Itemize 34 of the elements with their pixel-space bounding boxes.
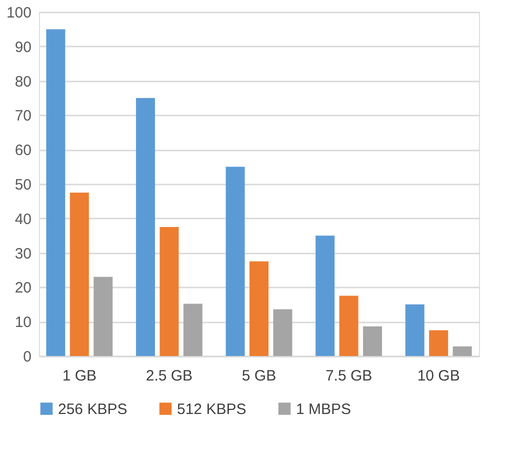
y-tick-label: 70 [14, 108, 32, 125]
bar [226, 166, 245, 356]
legend-label: 1 MBPS [296, 400, 352, 418]
bar [46, 29, 66, 356]
bar [250, 261, 268, 356]
bar [183, 304, 202, 356]
bar [363, 326, 382, 356]
y-tick-label: 90 [14, 38, 32, 56]
y-tick-label: 100 [6, 4, 32, 22]
y-tick-label: 10 [14, 314, 32, 332]
bar [160, 227, 179, 356]
bar [316, 236, 335, 356]
y-tick-label: 60 [14, 142, 32, 160]
x-tick-label: 10 GB [417, 368, 460, 384]
x-tick-label: 5 GB [242, 368, 276, 384]
y-tick-label: 80 [14, 73, 32, 90]
bar [452, 346, 472, 356]
legend-label: 256 KBPS [58, 400, 128, 418]
bar [94, 276, 113, 356]
bar [70, 192, 89, 356]
bar [273, 309, 292, 356]
bar [405, 304, 424, 356]
x-tick-label: 2.5 GB [146, 368, 193, 384]
y-tick-label: 50 [14, 176, 32, 194]
y-tick-label: 40 [14, 210, 32, 228]
x-tick-label: 7.5 GB [325, 368, 372, 384]
y-tick-label: 30 [14, 245, 32, 262]
bar [339, 296, 358, 356]
bar [136, 98, 155, 356]
x-tick-label: 1 GB [62, 368, 96, 384]
bar [429, 330, 448, 356]
y-tick-label: 0 [23, 348, 32, 366]
legend-label: 512 KBPS [177, 400, 246, 418]
y-tick-label: 20 [14, 280, 32, 297]
